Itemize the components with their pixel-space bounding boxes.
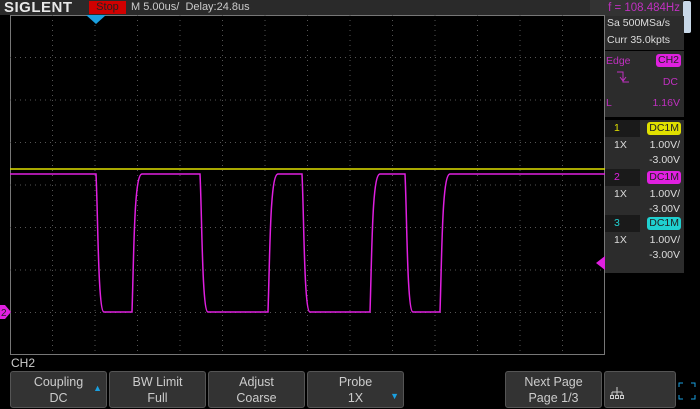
waveform-display[interactable] bbox=[10, 15, 606, 356]
probe-ratio: 1X bbox=[614, 188, 627, 200]
trigger-position-marker[interactable] bbox=[86, 15, 106, 24]
bw-limit-button[interactable]: BW Limit Full bbox=[109, 371, 206, 408]
channel-number: 1 bbox=[614, 122, 620, 134]
channel-tab bbox=[605, 120, 640, 137]
timebase-readout[interactable]: M 5.00us/ Delay:24.8us bbox=[131, 1, 250, 13]
memory-depth: Curr 35.0kpts bbox=[607, 34, 671, 46]
falling-edge-icon bbox=[617, 71, 629, 83]
acquire-info: Sa 500MSa/s Curr 35.0kpts bbox=[604, 16, 684, 50]
menu-title: CH2 bbox=[11, 356, 36, 370]
network-button[interactable] bbox=[604, 371, 676, 408]
channel-tab bbox=[605, 215, 640, 232]
arrow-up-icon: ▲ bbox=[93, 383, 102, 393]
channel-coupling: DC1M bbox=[647, 122, 681, 135]
run-stop-status[interactable]: Stop bbox=[89, 1, 126, 14]
vertical-scale: 1.00V/ bbox=[649, 139, 680, 151]
coupling-button[interactable]: Coupling DC ▲ bbox=[10, 371, 107, 408]
channel-number: 3 bbox=[614, 217, 620, 229]
trigger-coupling: DC bbox=[662, 76, 678, 88]
channel-coupling: DC1M bbox=[647, 217, 681, 230]
channel-1-panel[interactable]: 1 DC1M 1X 1.00V/ -3.00V bbox=[605, 120, 684, 178]
trigger-level-marker[interactable] bbox=[596, 256, 605, 270]
arrow-down-icon: ▼ bbox=[390, 391, 399, 401]
vertical-scale: 1.00V/ bbox=[649, 234, 680, 246]
side-panel-scrollbar[interactable] bbox=[683, 1, 691, 33]
vertical-scale: 1.00V/ bbox=[649, 188, 680, 200]
sample-rate: Sa 500MSa/s bbox=[607, 17, 671, 29]
svg-text:2: 2 bbox=[1, 308, 7, 319]
vertical-offset: -3.00V bbox=[649, 154, 680, 166]
probe-ratio: 1X bbox=[614, 234, 627, 246]
probe-button[interactable]: Probe 1X ▼ bbox=[307, 371, 404, 408]
channel-coupling: DC1M bbox=[647, 171, 681, 184]
trigger-source: CH2 bbox=[655, 54, 681, 67]
fullscreen-icon[interactable] bbox=[678, 382, 696, 400]
trigger-type: Edge bbox=[606, 55, 631, 67]
next-page-button[interactable]: Next Page Page 1/3 bbox=[505, 371, 602, 408]
channel-number: 2 bbox=[614, 171, 620, 183]
frequency-measurement: f = 108.484Hz bbox=[590, 0, 684, 16]
trigger-level: 1.16V bbox=[652, 97, 680, 109]
trigger-level-label: L bbox=[606, 97, 612, 109]
vertical-offset: -3.00V bbox=[649, 249, 680, 261]
adjust-button[interactable]: Adjust Coarse bbox=[208, 371, 305, 408]
channel-tab bbox=[605, 169, 640, 186]
siglent-logo: SIGLENT bbox=[4, 0, 73, 16]
network-icon bbox=[610, 387, 624, 399]
ch2-offset-marker[interactable]: 2 bbox=[0, 305, 11, 319]
vertical-offset: -3.00V bbox=[649, 203, 680, 215]
trigger-panel[interactable]: Edge CH2 DC L 1.16V bbox=[604, 51, 684, 117]
probe-ratio: 1X bbox=[614, 139, 627, 151]
channel-3-panel[interactable]: 3 DC1M 1X 1.00V/ -3.00V bbox=[605, 215, 684, 273]
ch2-trace bbox=[10, 173, 605, 313]
header-bar: SIGLENT Stop M 5.00us/ Delay:24.8us bbox=[0, 0, 604, 16]
